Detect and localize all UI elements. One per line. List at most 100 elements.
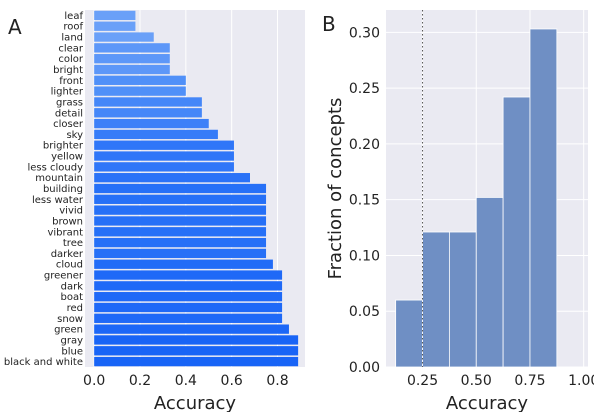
bar-grass [94, 97, 202, 107]
category-label: building [43, 184, 83, 195]
category-label: boat [60, 292, 83, 303]
bar-tree [94, 237, 267, 248]
histogram-bar [529, 28, 558, 368]
category-label: less water [32, 195, 84, 206]
panel-b-y-tick: 0.05 [349, 304, 380, 320]
panel-b-x-tick: 0.25 [407, 373, 438, 389]
bar-mountain [94, 173, 251, 183]
panel-b-y-tick: 0.10 [349, 248, 380, 264]
category-label: brown [52, 216, 83, 227]
category-label: brighter [43, 141, 84, 152]
panel-a-category-labels: leafrooflandclearcolorbrightfrontlighter… [4, 11, 84, 368]
category-label: black and white [4, 357, 83, 368]
bar-black-and-white [94, 356, 299, 367]
bar-yellow [94, 151, 234, 161]
panel-a-letter: A [8, 15, 22, 39]
category-label: red [67, 303, 83, 314]
panel-a-x-tick: 0.8 [266, 373, 288, 389]
category-label: grass [56, 97, 83, 108]
bar-darker [94, 248, 267, 259]
panel-a: leafrooflandclearcolorbrightfrontlighter… [4, 10, 305, 412]
bar-dark [94, 281, 283, 291]
bar-color [94, 54, 170, 64]
bar-snow [94, 313, 283, 323]
category-label: vivid [59, 206, 83, 217]
bar-gray [94, 335, 299, 345]
bar-boat [94, 292, 283, 302]
panel-b-x-tick: 0.50 [461, 373, 492, 389]
panel-b-y-tick: 0.15 [349, 193, 380, 209]
histogram-bar [448, 231, 477, 368]
bar-bright [94, 64, 170, 75]
panel-b-y-tick: 0.30 [349, 25, 380, 41]
panel-b-y-tick: 0.00 [349, 360, 380, 376]
panel-b-x-tick-labels: 0.25 0.50 0.75 1.00 [407, 373, 594, 389]
panel-b-y-tick-labels: 0.00 0.05 0.10 0.15 0.20 0.25 0.30 [349, 25, 380, 376]
category-label: clear [58, 43, 84, 54]
bar-building [94, 183, 267, 194]
panel-b-y-axis-label: Fraction of concepts [325, 98, 346, 280]
bar-sky [94, 129, 218, 140]
bar-leaf [94, 10, 136, 21]
bar-brown [94, 216, 267, 226]
category-label: less cloudy [27, 162, 83, 173]
category-label: dark [61, 281, 84, 292]
panel-b-x-tick: 1.00 [568, 373, 594, 389]
category-label: mountain [35, 173, 83, 184]
bar-greener [94, 270, 283, 280]
category-label: roof [63, 22, 83, 33]
bar-less-cloudy [94, 162, 234, 172]
panel-a-x-tick: 0.4 [175, 373, 197, 389]
bar-vibrant [94, 227, 267, 237]
panel-a-x-axis-label: Accuracy [154, 393, 237, 412]
category-label: detail [55, 108, 83, 119]
panel-b-x-axis-label: Accuracy [446, 393, 529, 412]
category-label: yellow [51, 152, 83, 163]
category-label: green [54, 325, 83, 336]
category-label: bright [53, 65, 83, 76]
category-label: cloud [56, 260, 83, 271]
panel-b-y-tick: 0.20 [349, 137, 380, 153]
bar-front [94, 75, 186, 85]
category-label: land [61, 33, 83, 44]
panel-a-x-tick: 0.6 [221, 373, 243, 389]
bar-land [94, 32, 154, 42]
histogram-bar [475, 197, 504, 368]
bar-detail [94, 108, 202, 118]
bar-clear [94, 43, 170, 53]
histogram-bar [395, 299, 423, 368]
panel-b: 0.25 0.50 0.75 1.00 0.00 0.05 0.10 0.15 0.20 0.2… [322, 10, 594, 412]
panel-b-letter: B [322, 12, 336, 36]
panel-a-bars [94, 10, 299, 367]
category-label: gray [60, 335, 83, 346]
panel-b-y-tick: 0.25 [349, 81, 380, 97]
category-label: front [59, 76, 83, 87]
category-label: greener [44, 271, 84, 282]
category-label: tree [63, 238, 83, 249]
histogram-bar [422, 231, 450, 368]
category-label: leaf [64, 11, 83, 22]
panel-a-x-tick-labels: 0.0 0.2 0.4 0.6 0.8 [83, 373, 289, 389]
category-label: sky [66, 130, 83, 141]
panel-a-x-tick: 0.0 [83, 373, 105, 389]
category-label: darker [51, 249, 84, 260]
histogram-bar [502, 96, 531, 368]
category-label: lighter [51, 87, 84, 98]
category-label: snow [57, 314, 83, 325]
bar-blue [94, 346, 299, 356]
panel-b-x-tick: 0.75 [514, 373, 545, 389]
category-label: blue [61, 346, 83, 357]
bar-red [94, 302, 283, 313]
bar-less-water [94, 194, 267, 204]
bar-green [94, 324, 289, 334]
panel-b-histogram-bars [395, 28, 558, 368]
category-label: closer [53, 119, 84, 130]
bar-closer [94, 118, 209, 129]
bar-lighter [94, 86, 186, 96]
category-label: color [58, 54, 84, 65]
bar-vivid [94, 205, 267, 215]
panel-a-x-tick: 0.2 [129, 373, 151, 389]
bar-brighter [94, 140, 234, 150]
category-label: vibrant [47, 227, 83, 238]
